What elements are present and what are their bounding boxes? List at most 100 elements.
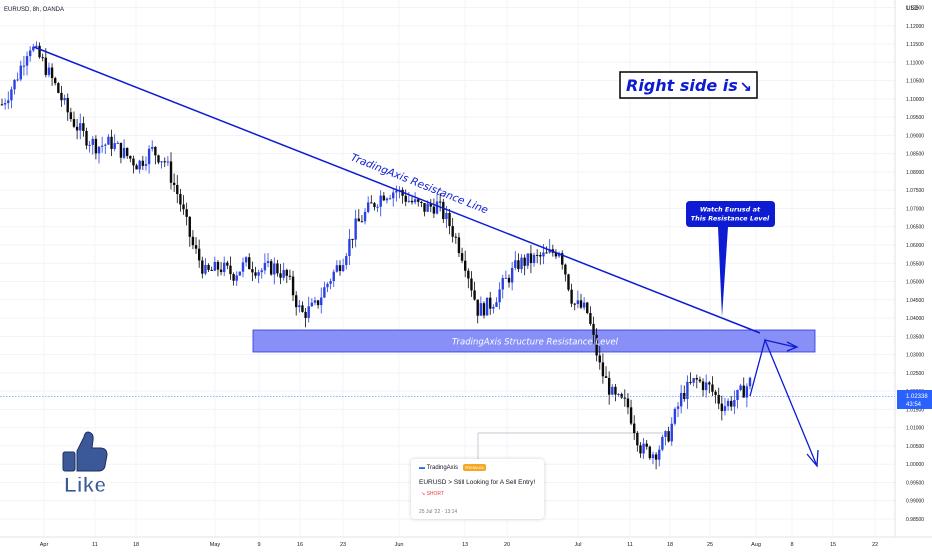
candle-body (385, 198, 389, 201)
candle-body (10, 89, 13, 101)
candle-body (708, 382, 711, 385)
candle-body (216, 261, 220, 270)
candle-body (636, 433, 639, 446)
candle-body (720, 403, 724, 412)
price-tick-label: 1.05000 (906, 280, 924, 286)
candle-body (351, 238, 354, 240)
candle-body (276, 263, 279, 274)
candle-body (664, 431, 667, 437)
candle-body (223, 262, 226, 273)
idea-card[interactable]: ▬ TradingAxis PREMIUM EURUSD > Still Loo… (411, 459, 544, 519)
candle-body (172, 182, 176, 185)
resistance-zone[interactable] (252, 329, 816, 353)
candle-body (338, 265, 342, 272)
candle-body (423, 203, 426, 212)
candle-body (348, 238, 351, 257)
candle-body (410, 200, 414, 203)
candle-body (482, 303, 486, 316)
candle-body (495, 302, 498, 307)
card-date: 25 Jul '22 · 13:14 (419, 509, 458, 515)
candle-body (507, 277, 511, 283)
candle-body (188, 216, 191, 237)
candle-body (151, 146, 154, 149)
candle-body (129, 155, 132, 159)
candle-body (341, 265, 345, 272)
like-badge[interactable]: Like (60, 431, 110, 497)
short-arrow-icon: ↘ (421, 491, 426, 497)
candle-body (586, 302, 589, 313)
price-tick-label: 1.09500 (906, 115, 924, 121)
candle-body (733, 400, 736, 407)
candle-body (395, 190, 398, 193)
time-tick-label: Jul (574, 542, 581, 548)
candle-body (379, 195, 382, 207)
candle-body (498, 289, 501, 303)
candle-body (323, 287, 326, 298)
candle-body (169, 161, 173, 183)
candle-body (3, 103, 7, 105)
candle-body (113, 143, 116, 149)
candle-body (254, 272, 257, 276)
candle-body (704, 382, 708, 391)
candle-body (160, 161, 163, 163)
candle-body (582, 302, 586, 308)
candle-body (445, 212, 448, 220)
candle-body (41, 57, 44, 59)
candle-body (320, 297, 323, 306)
candle-body (413, 199, 417, 203)
candle-body (592, 323, 595, 335)
candle-body (651, 454, 655, 459)
projection-arrows[interactable] (749, 337, 819, 468)
trendline[interactable] (33, 46, 761, 334)
candle-body (392, 192, 395, 199)
candle-body (448, 212, 451, 227)
candle-body (388, 198, 392, 200)
candle-body (366, 202, 370, 212)
candle-body (442, 201, 445, 220)
candle-body (432, 206, 436, 214)
watch-callout[interactable]: Watch Eurusd at This Resistance Level (686, 201, 775, 317)
candle-body (304, 311, 307, 318)
candle-body (104, 144, 107, 146)
candle-body (429, 203, 432, 207)
candle-body (633, 423, 636, 434)
candle-body (532, 254, 536, 264)
right-side-text: Right side is (626, 76, 738, 95)
candle-body (54, 78, 57, 84)
candle-body (207, 264, 210, 270)
candle-body (16, 79, 19, 81)
candle-body (204, 264, 207, 274)
time-tick-label: 25 (707, 542, 713, 548)
time-tick-label: 11 (92, 542, 98, 548)
price-tick-label: 0.99500 (906, 480, 924, 486)
candle-body (654, 454, 658, 460)
candle-body (313, 300, 317, 303)
candle-body (301, 305, 304, 312)
price-tick-label: 1.06000 (906, 243, 924, 249)
time-tick-label: 8 (790, 542, 793, 548)
candle-body (257, 272, 260, 276)
time-tick-label: Jun (395, 542, 404, 548)
candle-body (138, 160, 141, 170)
candle-body (60, 92, 63, 101)
price-tick-label: 1.09000 (906, 133, 924, 139)
candle-body (79, 123, 82, 131)
candle-body (107, 136, 110, 145)
price-axis: 1.12500 1.12000 1.11500 1.11000 1.10500 1.100… (906, 6, 924, 524)
candle-body (326, 283, 329, 288)
card-title[interactable]: EURUSD > Still Looking for A Sell Entry! (419, 479, 536, 486)
price-tick-label: 1.12000 (906, 24, 924, 30)
candle-body (623, 397, 627, 399)
candle-body (711, 384, 714, 392)
candle-body (88, 144, 91, 146)
candles[interactable] (0, 41, 752, 470)
candle-body (157, 155, 160, 163)
price-tick-label: 1.01000 (906, 426, 924, 432)
price-tick-label: 1.07500 (906, 188, 924, 194)
thumbs-up-icon (62, 451, 76, 472)
candle-body (100, 145, 104, 147)
candle-body (298, 305, 301, 308)
card-author[interactable]: TradingAxis (426, 465, 459, 472)
